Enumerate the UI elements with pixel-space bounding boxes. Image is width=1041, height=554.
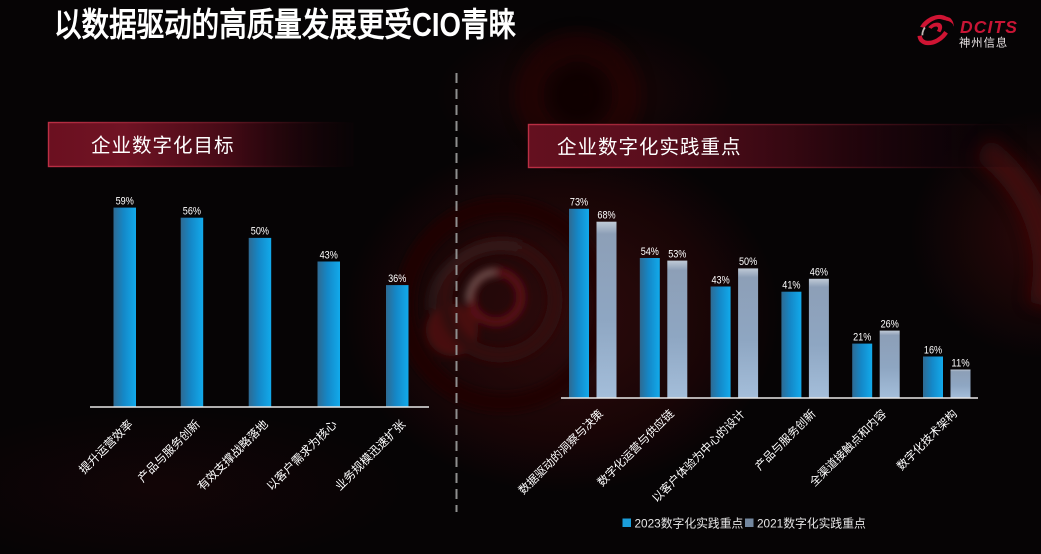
svg-text:神州信息: 神州信息	[959, 36, 1008, 50]
svg-text:46%: 46%	[810, 267, 828, 279]
svg-text:43%: 43%	[320, 249, 338, 261]
svg-text:36%: 36%	[388, 273, 406, 285]
svg-text:50%: 50%	[739, 256, 757, 268]
svg-text:2023数字化实践重点: 2023数字化实践重点	[635, 517, 744, 531]
svg-text:DCITS: DCITS	[960, 17, 1018, 37]
svg-text:产品与服务创新: 产品与服务创新	[752, 407, 818, 473]
svg-text:企业数字化目标: 企业数字化目标	[91, 135, 235, 157]
svg-text:73%: 73%	[570, 197, 588, 209]
svg-text:56%: 56%	[183, 206, 201, 218]
svg-text:54%: 54%	[641, 246, 659, 258]
svg-text:26%: 26%	[881, 318, 899, 330]
svg-text:全渠道接触点和内容: 全渠道接触点和内容	[807, 407, 889, 489]
svg-text:21%: 21%	[853, 331, 871, 343]
svg-text:企业数字化实践重点: 企业数字化实践重点	[557, 137, 742, 159]
svg-text:59%: 59%	[116, 195, 134, 207]
svg-text:11%: 11%	[951, 357, 969, 369]
svg-text:53%: 53%	[668, 248, 686, 260]
svg-text:50%: 50%	[251, 226, 269, 238]
svg-text:以数据驱动的高质量发展更受CIO青睐: 以数据驱动的高质量发展更受CIO青睐	[54, 6, 516, 43]
svg-text:41%: 41%	[782, 280, 800, 292]
svg-text:数字化技术架构: 数字化技术架构	[894, 407, 960, 473]
svg-text:16%: 16%	[924, 344, 942, 356]
svg-text:2021数字化实践重点: 2021数字化实践重点	[757, 517, 866, 531]
svg-text:43%: 43%	[712, 274, 730, 286]
svg-text:68%: 68%	[597, 210, 615, 222]
